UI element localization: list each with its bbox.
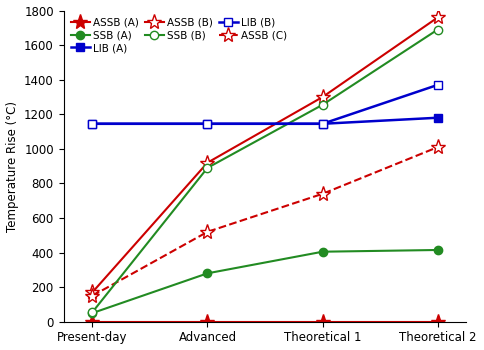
ASSB (B) (205, 161, 211, 165)
Line: LIB (B): LIB (B) (88, 81, 442, 128)
LIB (A) (205, 122, 211, 126)
LIB (A) (90, 122, 95, 126)
LIB (B) (90, 122, 95, 126)
SSB (B) (320, 103, 326, 107)
ASSB (A) (320, 320, 326, 324)
LIB (A) (320, 122, 326, 126)
SSB (B) (205, 166, 211, 170)
LIB (B) (205, 122, 211, 126)
SSB (A) (205, 271, 211, 275)
Line: ASSB (A): ASSB (A) (85, 314, 445, 329)
SSB (A) (320, 250, 326, 254)
SSB (A) (435, 248, 440, 252)
ASSB (C) (320, 192, 326, 196)
Line: ASSB (B): ASSB (B) (85, 10, 445, 300)
Line: SSB (B): SSB (B) (88, 26, 442, 316)
LIB (B) (435, 83, 440, 87)
SSB (B) (90, 310, 95, 314)
ASSB (A) (205, 320, 211, 324)
ASSB (A) (435, 320, 440, 324)
SSB (A) (90, 311, 95, 315)
ASSB (B) (320, 95, 326, 99)
ASSB (C) (205, 230, 211, 234)
ASSB (B) (90, 290, 95, 294)
Line: ASSB (C): ASSB (C) (85, 140, 445, 303)
ASSB (C) (90, 294, 95, 298)
Y-axis label: Temperature Rise (°C): Temperature Rise (°C) (5, 101, 18, 232)
ASSB (B) (435, 15, 440, 20)
LIB (A) (435, 116, 440, 120)
SSB (B) (435, 27, 440, 32)
Line: LIB (A): LIB (A) (88, 113, 442, 128)
Line: SSB (A): SSB (A) (88, 246, 442, 317)
Legend: ASSB (A), SSB (A), LIB (A), ASSB (B), SSB (B), LIB (B), ASSB (C): ASSB (A), SSB (A), LIB (A), ASSB (B), SS… (69, 16, 289, 55)
ASSB (C) (435, 145, 440, 149)
ASSB (A) (90, 320, 95, 324)
LIB (B) (320, 122, 326, 126)
